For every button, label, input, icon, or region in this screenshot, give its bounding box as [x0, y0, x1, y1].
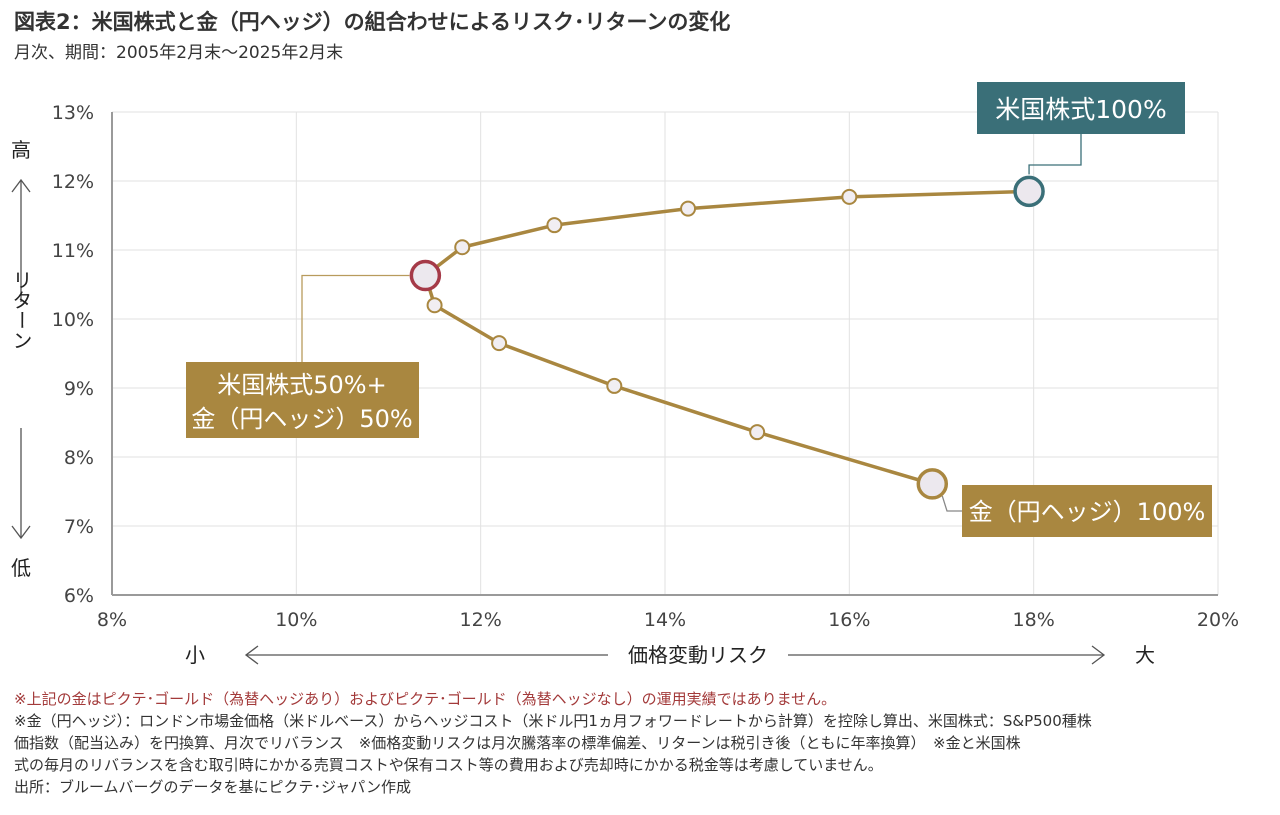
x-tick-label: 12%: [460, 609, 502, 631]
us-label-text: 米国株式100%: [995, 95, 1166, 124]
risk-return-chart: 6% 7% 8% 9% 10% 11% 12% 13% 8% 10% 12% 14% 16% 18% 20%…: [9, 82, 1239, 667]
x-axis-high-label: 大: [1135, 643, 1155, 667]
y-tick-label: 8%: [64, 447, 94, 469]
x-tick-label: 16%: [828, 609, 870, 631]
x-arrow-left-head: [244, 645, 259, 665]
y-axis-high-label: 高: [11, 138, 31, 162]
footnote-warning: ※上記の金はピクテ･ゴールド（為替ヘッジあり）およびピクテ･ゴールド（為替ヘッジ…: [14, 690, 837, 708]
highlight-point-us: [1013, 175, 1045, 208]
chart-title: 図表2：米国株式と金（円ヘッジ）の組合わせによるリスク･リターンの変化: [14, 10, 731, 34]
us-callout-line: [1028, 134, 1082, 175]
data-point: [749, 424, 766, 441]
x-tick-label: 10%: [275, 609, 317, 631]
series-line: [423, 189, 1030, 486]
footnote-line-1: ※金（円ヘッジ）：ロンドン市場金価格（米ドルベース）からヘッジコスト（米ドル円1…: [14, 712, 1092, 730]
mix-label-text-line2: 金（円ヘッジ）50%: [191, 405, 412, 433]
y-arrow-up-head: [11, 178, 31, 193]
y-tick-label: 9%: [64, 378, 94, 400]
footnote-line-3: 式の毎月のリバランスを含む取引時にかかる売買コストや保有コスト等の費用および売却…: [14, 756, 883, 774]
gold-label-text: 金（円ヘッジ）100%: [969, 498, 1206, 526]
y-tick-label: 10%: [52, 309, 94, 331]
y-tick-label: 6%: [64, 585, 94, 607]
x-tick-label: 20%: [1197, 609, 1239, 631]
chart-subtitle: 月次、期間：2005年2月末～2025年2月末: [14, 43, 344, 63]
data-point: [841, 188, 858, 205]
y-tick-label: 13%: [52, 102, 94, 124]
mix-callout-line: [301, 274, 410, 362]
y-tick-label: 11%: [52, 240, 94, 262]
data-point: [546, 217, 563, 234]
highlight-point-gold: [916, 468, 949, 500]
footnote-line-2: 価指数（配当込み）を円換算、月次でリバランス ※価格変動リスクは月次騰落率の標準…: [14, 734, 1021, 752]
data-point: [426, 297, 443, 314]
footnotes: ※上記の金はピクテ･ゴールド（為替ヘッジあり）およびピクテ･ゴールド（為替ヘッジ…: [14, 688, 1270, 798]
x-axis-label: 価格変動リスク: [628, 643, 768, 667]
data-point: [491, 335, 508, 352]
x-tick-label: 18%: [1013, 609, 1055, 631]
x-tick-label: 14%: [644, 609, 686, 631]
y-tick-label: 7%: [64, 516, 94, 538]
gold-label-box: [962, 485, 1212, 537]
footnote-source: 出所：ブルームバーグのデータを基にピクテ･ジャパン作成: [14, 778, 412, 796]
us-label-box: [977, 82, 1185, 134]
highlight-point-mix: [409, 259, 442, 292]
data-point: [606, 377, 623, 394]
mix-label-box: [186, 362, 419, 438]
x-axis-low-label: 小: [185, 643, 205, 667]
y-axis-label: リターン: [9, 270, 33, 350]
data-point: [680, 200, 697, 217]
data-point: [454, 239, 471, 256]
mix-label-text-line1: 米国株式50%+: [217, 371, 386, 399]
y-axis-low-label: 低: [11, 556, 31, 580]
y-tick-label: 12%: [52, 171, 94, 193]
gold-callout-line: [941, 495, 962, 512]
x-tick-label: 8%: [97, 609, 127, 631]
x-arrow-right-head: [1091, 645, 1106, 665]
y-arrow-down-head: [11, 525, 31, 540]
